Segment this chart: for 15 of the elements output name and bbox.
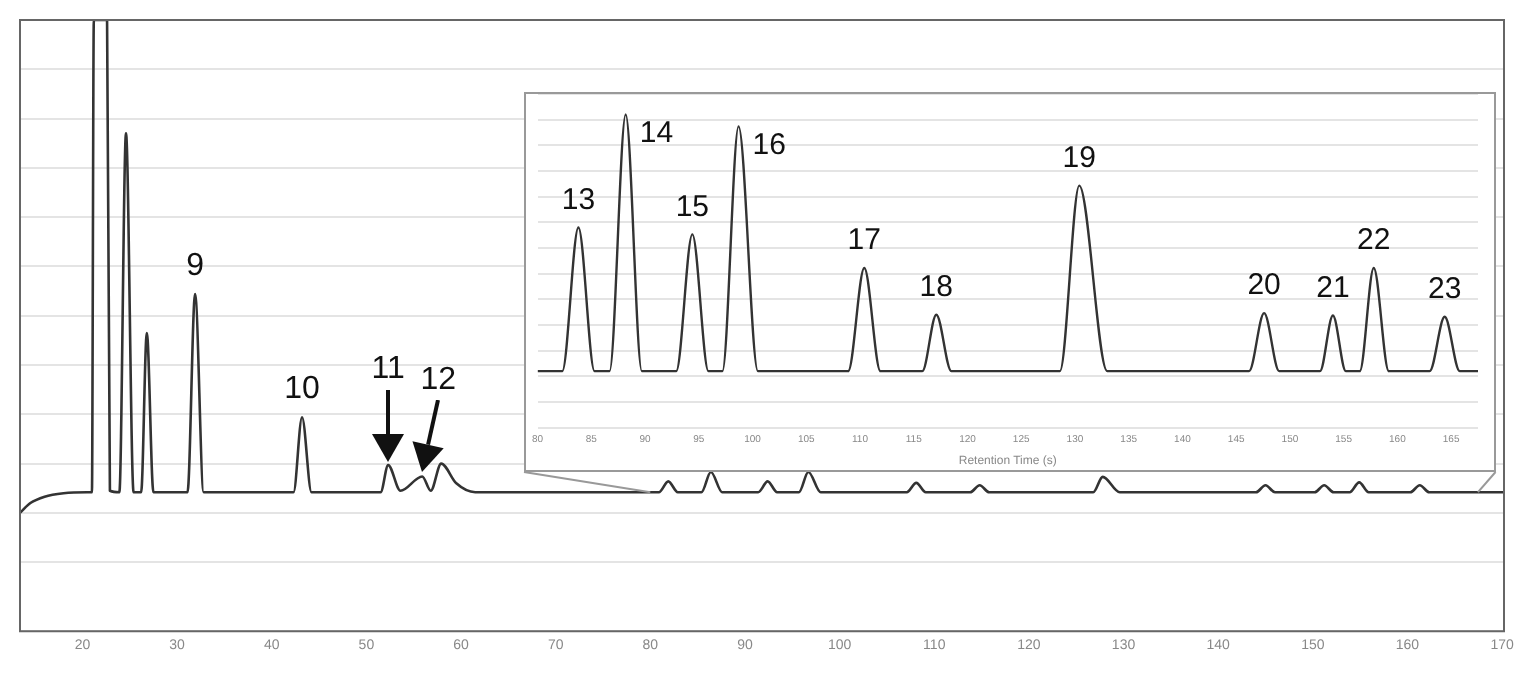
annotation: 12	[420, 363, 457, 398]
annotation: 16	[752, 127, 786, 162]
annotation: 10	[284, 372, 321, 407]
annotation: 17	[847, 223, 881, 258]
annotation: 14	[639, 115, 674, 150]
annotation: 15	[675, 189, 710, 224]
annotation: 9	[186, 248, 205, 283]
annotation: 18	[919, 269, 953, 304]
annotation: 21	[1316, 270, 1350, 305]
annotation: 13	[561, 182, 596, 217]
annotation: 20	[1247, 268, 1281, 303]
annotation: 22	[1357, 223, 1391, 258]
annotation: 19	[1062, 140, 1096, 175]
annotation: 11	[371, 351, 405, 386]
annotation: 23	[1427, 272, 1462, 307]
